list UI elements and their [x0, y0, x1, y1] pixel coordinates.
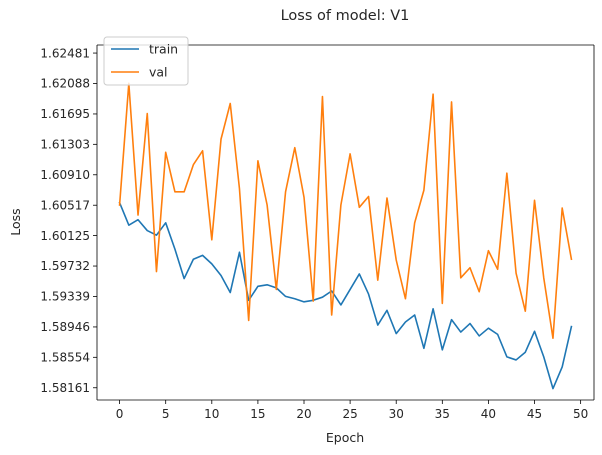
x-tick-label: 10 — [204, 407, 219, 421]
x-axis: 0 5 10 15 20 25 30 35 40 45 50 — [116, 400, 588, 421]
y-tick-label: 1.61303 — [40, 138, 90, 152]
y-axis-label: Loss — [8, 208, 23, 235]
legend-label-val: val — [149, 65, 168, 80]
y-axis: 1.58161 1.58554 1.58946 1.59339 1.59732 1.601… — [40, 46, 97, 395]
plot-background — [97, 45, 594, 400]
x-tick-label: 15 — [250, 407, 265, 421]
x-tick-label: 35 — [435, 407, 450, 421]
chart-title: Loss of model: V1 — [281, 8, 410, 24]
x-tick-label: 5 — [162, 407, 170, 421]
x-tick-label: 30 — [389, 407, 404, 421]
y-tick-label: 1.62481 — [40, 46, 90, 60]
series-line-train — [118, 201, 573, 390]
x-tick-label: 45 — [527, 407, 542, 421]
y-tick-label: 1.59732 — [40, 259, 90, 273]
plot-area — [96, 44, 595, 401]
y-tick-label: 1.60125 — [40, 229, 90, 243]
x-axis-label: Epoch — [326, 430, 364, 445]
legend-label-train: train — [149, 42, 178, 57]
series-line-val — [118, 82, 573, 340]
y-tick-label: 1.60517 — [40, 198, 90, 212]
y-tick-label: 1.58554 — [40, 351, 90, 365]
y-tick-label: 1.58161 — [40, 381, 90, 395]
y-tick-label: 1.62088 — [40, 77, 90, 91]
x-tick-label: 40 — [481, 407, 496, 421]
series-layer — [118, 82, 573, 390]
y-tick-label: 1.59339 — [40, 290, 90, 304]
y-tick-label: 1.58946 — [40, 320, 90, 334]
x-tick-label: 0 — [116, 407, 124, 421]
x-tick-label: 25 — [342, 407, 357, 421]
y-tick-label: 1.60910 — [40, 168, 90, 182]
x-tick-label: 20 — [296, 407, 311, 421]
legend: train val — [103, 36, 189, 86]
y-tick-label: 1.61695 — [40, 107, 90, 121]
x-tick-label: 50 — [573, 407, 588, 421]
